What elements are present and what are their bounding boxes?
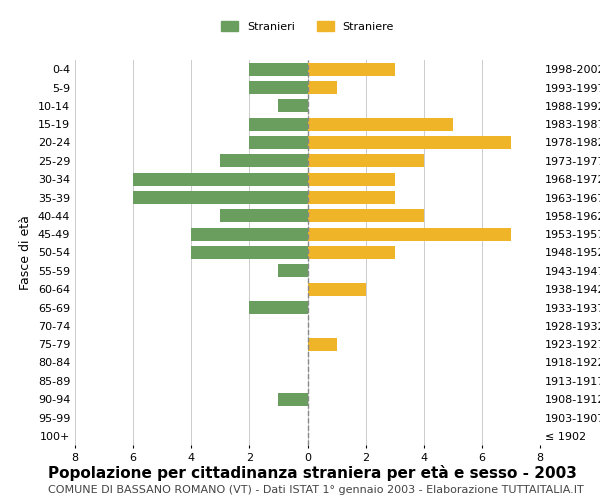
- Bar: [133, 191, 308, 204]
- Bar: [220, 210, 308, 222]
- Bar: [191, 228, 308, 240]
- Bar: [250, 301, 308, 314]
- Bar: [308, 283, 365, 296]
- Bar: [133, 173, 308, 186]
- Bar: [308, 338, 337, 350]
- Bar: [278, 264, 308, 277]
- Bar: [278, 393, 308, 406]
- Bar: [250, 63, 308, 76]
- Bar: [308, 228, 511, 240]
- Bar: [278, 100, 308, 112]
- Text: COMUNE DI BASSANO ROMANO (VT) - Dati ISTAT 1° gennaio 2003 - Elaborazione TUTTAI: COMUNE DI BASSANO ROMANO (VT) - Dati IST…: [48, 485, 584, 495]
- Bar: [250, 118, 308, 130]
- Bar: [308, 136, 511, 149]
- Text: Popolazione per cittadinanza straniera per età e sesso - 2003: Popolazione per cittadinanza straniera p…: [48, 465, 577, 481]
- Bar: [308, 63, 395, 76]
- Bar: [308, 81, 337, 94]
- Bar: [308, 173, 395, 186]
- Y-axis label: Fasce di età: Fasce di età: [19, 215, 32, 290]
- Bar: [308, 191, 395, 204]
- Bar: [250, 136, 308, 149]
- Bar: [308, 210, 424, 222]
- Bar: [220, 154, 308, 167]
- Bar: [191, 246, 308, 259]
- Legend: Stranieri, Straniere: Stranieri, Straniere: [215, 16, 400, 38]
- Bar: [250, 81, 308, 94]
- Bar: [308, 246, 395, 259]
- Bar: [308, 154, 424, 167]
- Bar: [308, 118, 453, 130]
